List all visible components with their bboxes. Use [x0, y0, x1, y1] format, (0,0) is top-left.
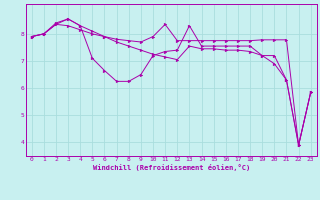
X-axis label: Windchill (Refroidissement éolien,°C): Windchill (Refroidissement éolien,°C): [92, 164, 250, 171]
